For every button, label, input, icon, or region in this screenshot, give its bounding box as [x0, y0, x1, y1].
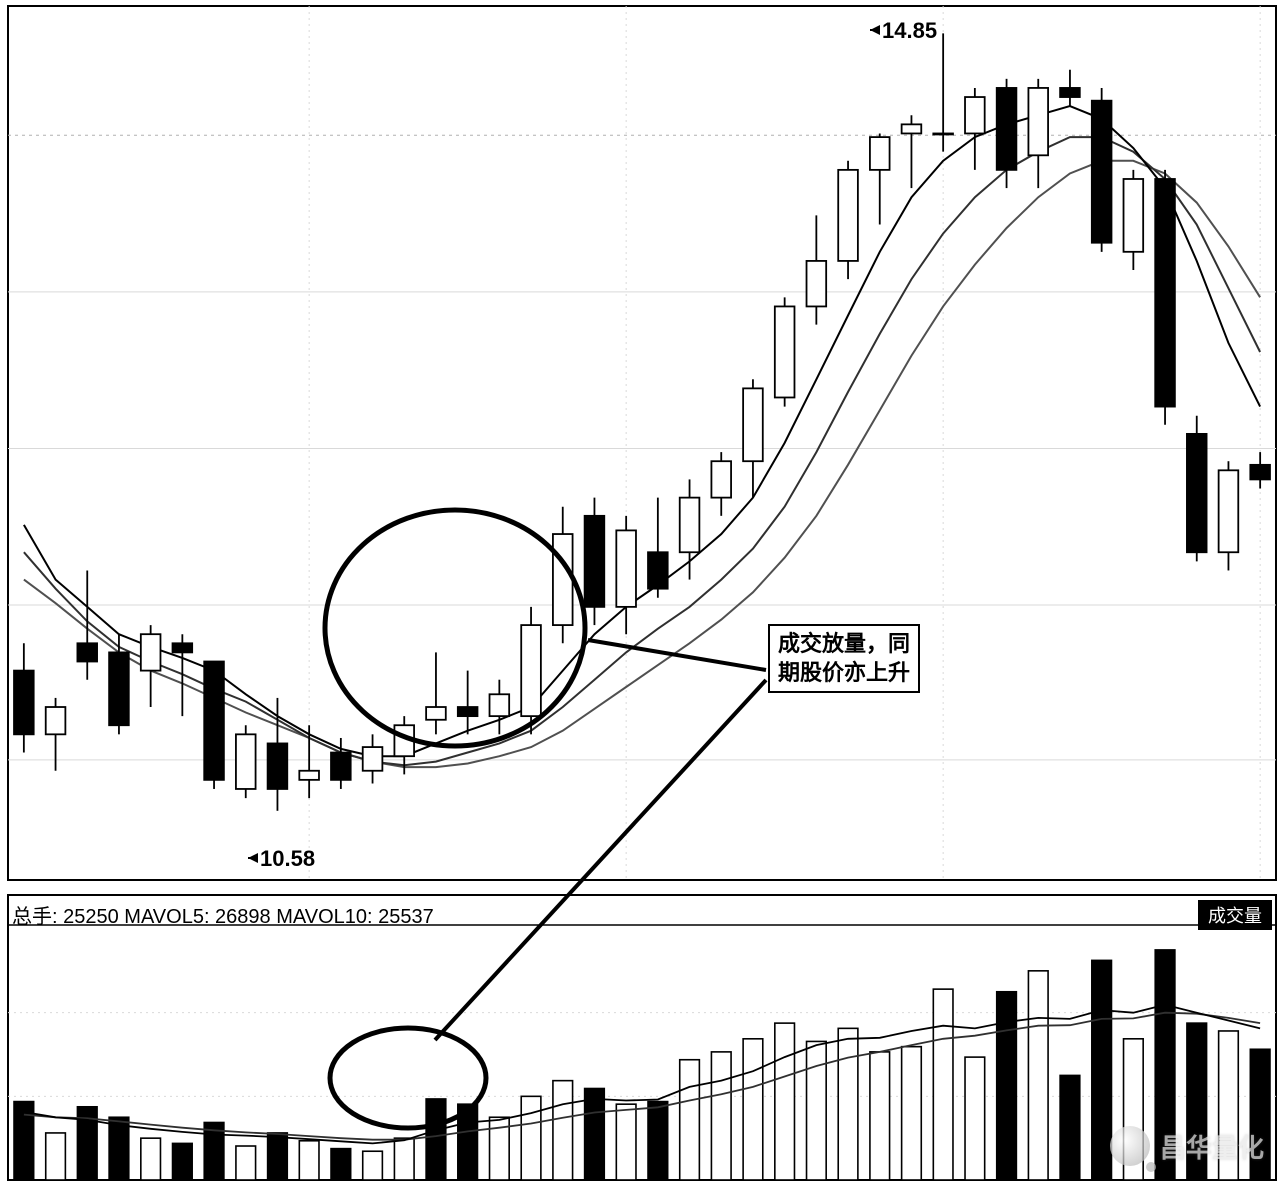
annotation-callout: 成交放量，同 期股价亦上升: [768, 624, 920, 693]
annotation-line-1: 成交放量，同: [778, 630, 910, 659]
annotation-line-2: 期股价亦上升: [778, 659, 910, 688]
wechat-icon: [1110, 1126, 1150, 1166]
volume-header-text: 总手: 25250 MAVOL5: 26898 MAVOL10: 25537: [12, 900, 434, 929]
price-low-label: 10.58: [260, 846, 315, 872]
price-high-label: 14.85: [882, 18, 937, 44]
chart-svg: [0, 0, 1282, 1192]
watermark: 昌华量化: [1110, 1126, 1264, 1166]
volume-badge: 成交量: [1198, 900, 1272, 930]
watermark-text: 昌华量化: [1160, 1128, 1264, 1165]
chart-root: 14.85 10.58 成交放量，同 期股价亦上升 总手: 25250 MAVO…: [0, 0, 1282, 1192]
